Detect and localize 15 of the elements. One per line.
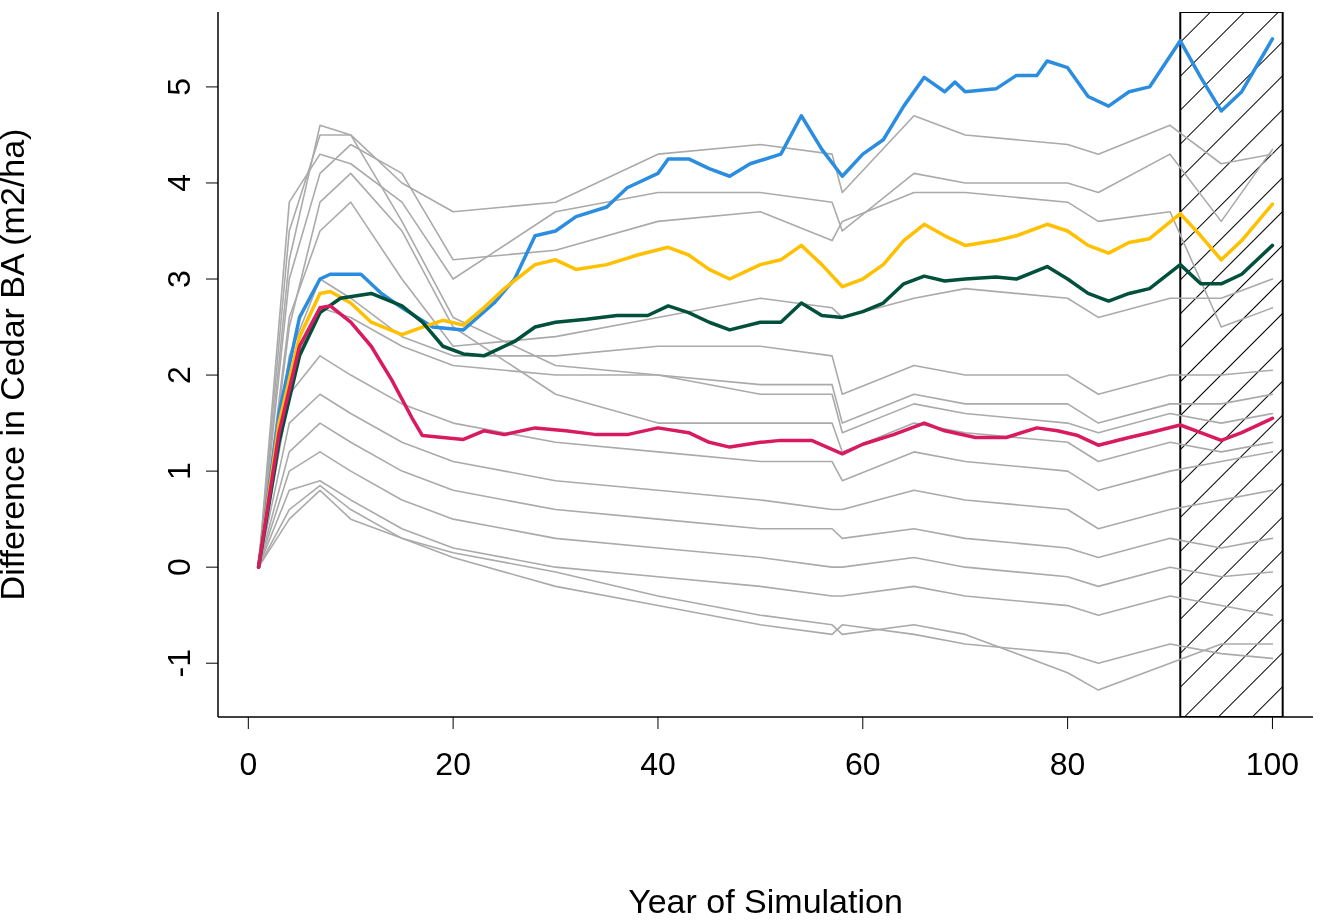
x-axis-title: Year of Simulation [628, 882, 903, 920]
y-tick-label: -1 [161, 648, 197, 678]
y-axis-title: Difference in Cedar BA (m2/ha) [0, 128, 32, 601]
x-tick-label: 40 [640, 746, 676, 782]
y-tick-label: 3 [161, 270, 197, 288]
y-tick-label: 0 [161, 558, 197, 577]
y-tick-label: 4 [161, 174, 197, 192]
x-tick-label: 20 [435, 746, 471, 782]
x-tick-label: 100 [1245, 746, 1300, 782]
y-tick-label: 1 [161, 462, 197, 481]
x-tick-label: 80 [1049, 746, 1086, 782]
x-tick-label: 0 [239, 746, 258, 782]
x-tick-label: 60 [845, 746, 881, 782]
y-tick-label: 2 [161, 366, 197, 384]
y-tick-label: 5 [161, 78, 197, 96]
